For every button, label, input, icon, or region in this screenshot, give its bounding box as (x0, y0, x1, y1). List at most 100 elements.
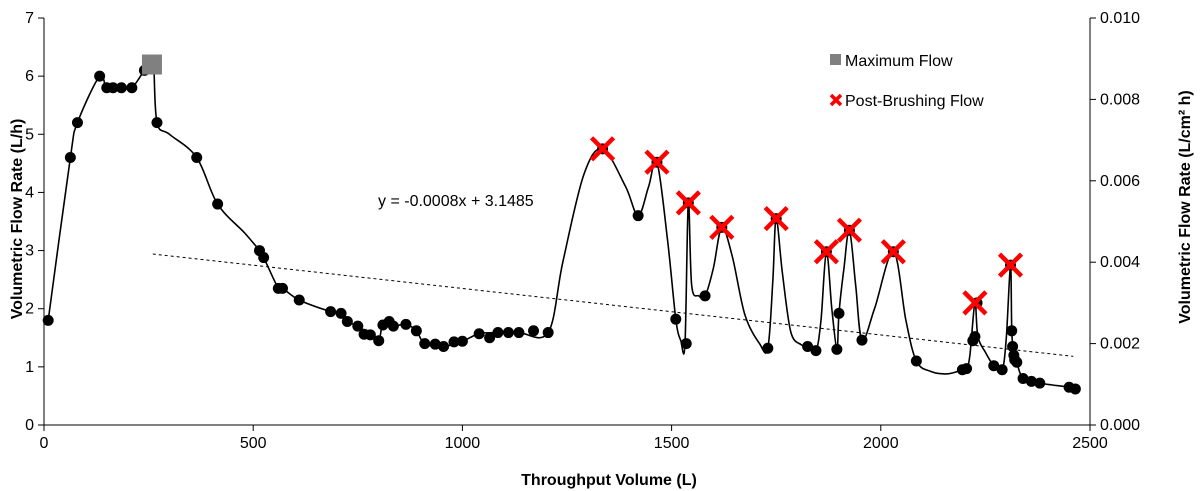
data-point (191, 152, 203, 164)
data-point (1017, 372, 1029, 384)
data-point (1069, 383, 1081, 395)
axes-layer (38, 17, 1096, 431)
data-point (429, 338, 441, 350)
data-point (502, 327, 514, 339)
x-tick-label: 2000 (863, 435, 899, 452)
x-tick-label: 500 (240, 435, 267, 452)
x-tick-label: 1500 (654, 435, 690, 452)
x-axis-title: Throughput Volume (L) (521, 472, 697, 489)
legend-label-maximum-flow: Maximum Flow (845, 53, 953, 70)
maximum-flow-marker (141, 54, 162, 75)
data-point (94, 70, 106, 82)
data-point (42, 314, 54, 326)
data-point (1007, 341, 1019, 353)
y2-tick-label: 0.008 (1100, 91, 1140, 108)
data-point (1025, 375, 1037, 387)
post-brushing-marker-stroke (644, 149, 670, 175)
post-brushing-marker (962, 290, 988, 316)
data-point (364, 329, 376, 341)
data-point (335, 307, 347, 319)
y2-tick-label: 0.002 (1100, 336, 1140, 353)
data-point (762, 342, 774, 354)
data-point (373, 335, 385, 347)
post-brushing-marker-stroke (675, 190, 701, 216)
data-point (473, 328, 485, 340)
data-point (1011, 356, 1023, 368)
data-point (484, 332, 496, 344)
data-point (151, 117, 163, 129)
data-point (400, 318, 412, 330)
data-point (276, 282, 288, 294)
data-point (528, 325, 540, 337)
y-tick-label: 7 (25, 10, 34, 27)
y2-tick-label: 0.004 (1100, 254, 1140, 271)
post-brushing-marker-stroke (997, 252, 1024, 278)
y-tick-label: 1 (25, 359, 34, 376)
post-brushing-marker-stroke (880, 239, 906, 265)
data-point (410, 325, 422, 337)
data-point (293, 294, 305, 306)
data-point (542, 327, 554, 339)
data-point (961, 363, 973, 375)
post-brushing-marker-stroke (962, 290, 988, 316)
trendline-equation: y = -0.0008x + 3.1485 (378, 193, 534, 210)
legend-marker-post-brushing-flow (829, 93, 843, 107)
post-brushing-marker-stroke (836, 217, 863, 243)
data-point (258, 252, 270, 264)
post-brushing-marker-stroke (589, 136, 616, 162)
data-point (833, 307, 845, 319)
x-tick-label: 0 (40, 435, 49, 452)
data-point (831, 343, 843, 355)
post-brushing-marker-stroke (709, 214, 735, 240)
y2-tick-label: 0.010 (1100, 10, 1140, 27)
x-tick-label: 2500 (1072, 435, 1108, 452)
y-tick-label: 2 (25, 301, 34, 318)
x-tick-label: 1000 (445, 435, 481, 452)
y-tick-label: 4 (25, 184, 34, 201)
legend-marker-maximum-flow (830, 54, 841, 65)
data-point (699, 290, 711, 302)
data-point (387, 320, 399, 332)
data-point (325, 306, 337, 318)
post-brushing-marker (644, 149, 670, 175)
data-point (212, 198, 224, 210)
y2-axis-title: Volumetric Flow Rate (L/cm² h) (1177, 90, 1194, 324)
data-point (910, 355, 922, 367)
post-brushing-marker (709, 214, 735, 240)
y-tick-label: 0 (25, 417, 34, 434)
data-point (513, 327, 525, 339)
data-point (680, 338, 692, 350)
data-points-layer (42, 54, 1081, 395)
trendline (152, 253, 1074, 357)
post-brushing-marker (836, 217, 863, 243)
y-tick-label: 3 (25, 243, 34, 260)
data-point (670, 313, 682, 325)
post-brushing-marker-stroke (763, 206, 789, 232)
data-point (810, 345, 822, 357)
post-brushing-marker (880, 239, 906, 265)
y2-tick-label: 0.000 (1100, 417, 1140, 434)
data-point (1006, 325, 1018, 337)
data-point (456, 335, 468, 347)
data-point (969, 331, 981, 343)
y-axis-title: Volumetric Flow Rate (L/h) (9, 119, 26, 320)
data-point (126, 82, 138, 94)
data-point (352, 320, 364, 332)
data-point (856, 334, 868, 346)
data-point (71, 117, 83, 129)
data-point (1034, 377, 1046, 389)
post-brushing-marker (675, 190, 701, 216)
data-point (107, 82, 119, 94)
post-brushing-marker (997, 252, 1024, 278)
post-brushing-marker (763, 206, 789, 232)
post-brushing-marker (589, 136, 616, 162)
data-point (988, 360, 1000, 372)
trendline-layer (152, 253, 1074, 357)
post-brushing-marker-stroke (813, 239, 839, 265)
data-point (341, 316, 353, 328)
data-point (802, 341, 814, 353)
data-point (632, 210, 644, 222)
post-brushing-marker (813, 239, 839, 265)
data-point (492, 327, 504, 339)
